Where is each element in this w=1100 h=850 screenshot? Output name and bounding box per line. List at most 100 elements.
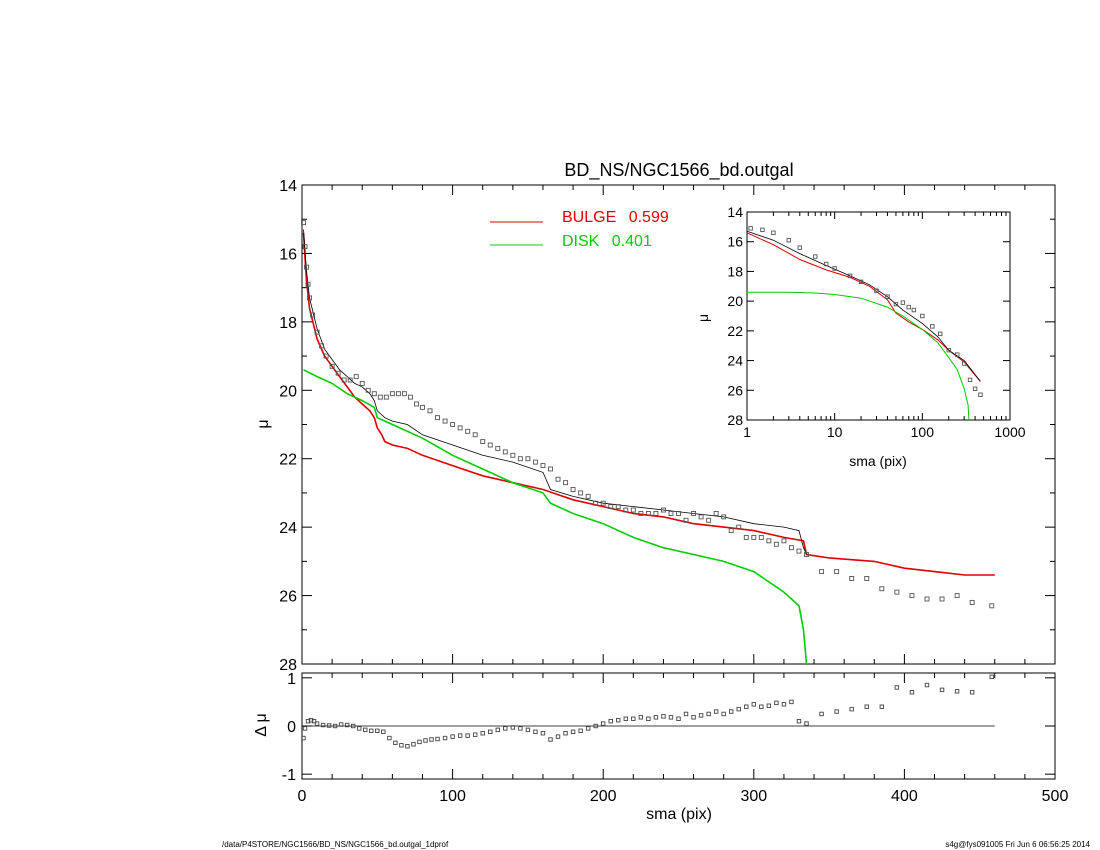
observed-point (771, 230, 776, 236)
observed-point (510, 452, 516, 458)
observed-point (758, 534, 764, 540)
main-y-tick-label: 14 (279, 178, 297, 195)
residual-point (405, 744, 410, 749)
observed-point (930, 324, 935, 329)
observed-point (832, 266, 837, 271)
inset-plot-frame (746, 211, 1011, 421)
observed-point (706, 517, 712, 523)
residual-point (646, 716, 651, 721)
observed-point (517, 456, 523, 462)
observed-point (319, 343, 325, 349)
observed-point (760, 227, 765, 233)
inset-x-tick-label: 1000 (994, 424, 1025, 440)
observed-point (305, 281, 311, 287)
residual-point (804, 721, 809, 726)
inset-y-tick-label: 18 (727, 263, 743, 279)
residual-point (751, 702, 756, 707)
inset-axes: 14 16 18 20 22 24 26 281 10 100 1000 (727, 204, 1025, 440)
inset-data-marks (746, 226, 983, 421)
observed-point (310, 312, 315, 318)
residual-y-tick-label: -1 (282, 767, 296, 784)
inset-y-axis-label: μ (695, 314, 711, 322)
main-axes: 14 16 18 20 22 24 26 28 (279, 178, 1056, 674)
residual-point (305, 718, 311, 724)
residual-point (578, 728, 583, 734)
residual-point (393, 740, 398, 746)
observed-point (615, 504, 621, 510)
observed-point (645, 511, 651, 516)
inset-y-tick-label: 26 (727, 382, 743, 398)
inset-y-tick-label: 20 (727, 293, 743, 309)
residual-point (363, 727, 368, 733)
svg-text:DISK 0.401: DISK 0.401 (562, 233, 652, 250)
observed-point (480, 439, 486, 445)
observed-point (623, 507, 629, 513)
residual-point (369, 728, 374, 734)
residual-point (302, 726, 308, 731)
residual-point (706, 711, 711, 717)
observed-point (879, 586, 885, 592)
residual-point (351, 723, 356, 729)
main-panel: BD_NS/NGC1566_bd.outgal μ 14 16 18 20 22 24 26… (255, 160, 1056, 674)
observed-point (946, 347, 951, 353)
residual-point (691, 715, 696, 720)
residual-point (909, 690, 915, 695)
residual-point (954, 689, 960, 694)
residual-point (540, 731, 546, 736)
observed-point (796, 548, 802, 554)
observed-point (773, 541, 779, 547)
observed-point (721, 514, 727, 520)
residual-point (796, 718, 802, 724)
observed-point (302, 244, 308, 250)
residual-point (457, 733, 463, 738)
main-y-tick-label: 16 (279, 246, 297, 263)
bulge-line (302, 232, 995, 576)
inset-y-tick-label: 16 (727, 234, 743, 250)
footer-timestamp: s4g@fys091005 Fri Jun 6 06:56:25 2014 (945, 840, 1090, 849)
x-axis-label: sma (pix) (646, 806, 712, 823)
residual-point (344, 722, 350, 728)
residual-point (744, 704, 749, 709)
observed-point (414, 401, 419, 407)
observed-point (427, 408, 433, 414)
observed-point (924, 596, 930, 602)
observed-point (804, 552, 809, 557)
footer-file-path: /data/P4STORE/NGC1566/BD_NS/NGC1566_bd.o… (222, 840, 449, 849)
chart-title: BD_NS/NGC1566_bd.outgal (564, 160, 793, 181)
observed-point (457, 425, 463, 431)
observed-point (691, 511, 697, 516)
residual-data-marks (301, 674, 994, 749)
residual-point (417, 739, 422, 745)
observed-point (676, 511, 681, 516)
observed-point (407, 394, 413, 400)
residual-point (570, 729, 576, 734)
observed-point (555, 476, 561, 482)
observed-point (563, 480, 568, 486)
observed-point (532, 459, 538, 465)
residual-point (465, 733, 470, 738)
residual-point (834, 709, 839, 714)
residual-point (548, 737, 553, 742)
residual-point (435, 736, 440, 742)
residual-point (616, 718, 621, 723)
residual-point (563, 731, 568, 736)
observed-point (885, 294, 890, 299)
main-data-marks (301, 220, 995, 665)
observed-point (874, 288, 879, 293)
observed-point (608, 504, 614, 510)
observed-point (525, 456, 531, 462)
legend-disk-value: 0.401 (612, 233, 652, 250)
disk-line (303, 369, 808, 665)
observed-point (323, 353, 329, 359)
observed-point (797, 245, 802, 250)
observed-point (748, 226, 753, 231)
residual-point (608, 718, 613, 724)
residual-point (638, 715, 644, 720)
observed-point (314, 329, 320, 335)
residual-point (326, 723, 332, 728)
x-tick-label: 200 (590, 788, 617, 805)
residual-point (593, 723, 598, 729)
residual-point (631, 716, 636, 721)
x-tick-label: 100 (439, 788, 466, 805)
residual-point (387, 735, 392, 741)
